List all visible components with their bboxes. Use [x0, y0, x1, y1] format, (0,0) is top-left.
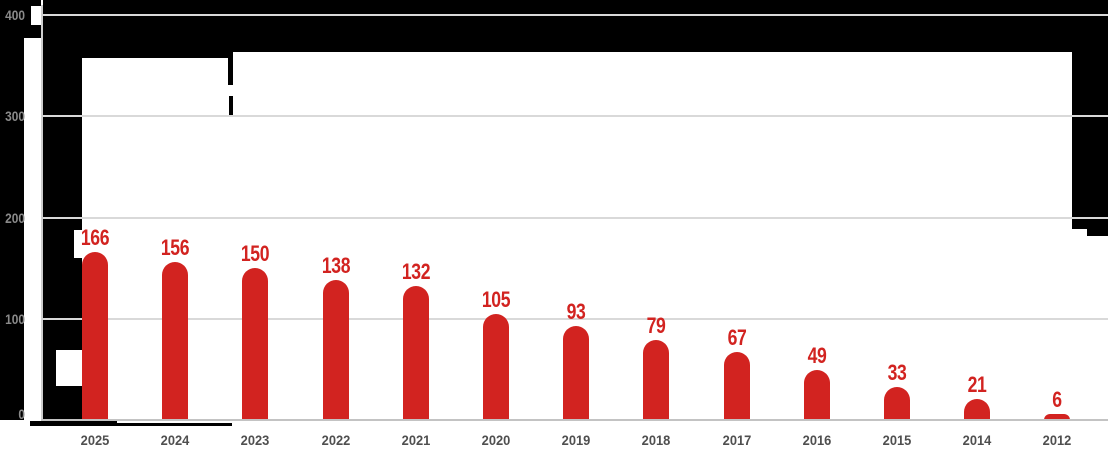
gridline [42, 14, 1108, 16]
bar [242, 268, 269, 420]
bar [803, 370, 830, 420]
x-category-label: 2024 [160, 432, 190, 448]
redaction-box [229, 96, 233, 115]
y-tick-label: 100 [5, 310, 25, 327]
bar [402, 286, 429, 420]
bar [82, 252, 108, 420]
bar-value-label: 93 [566, 299, 586, 324]
y-tick-label: 200 [5, 209, 25, 226]
bar [1044, 414, 1071, 420]
x-axis-line [41, 419, 1108, 421]
bar-value-label: 79 [646, 313, 666, 338]
bar [643, 340, 670, 420]
bar-value-label: 49 [807, 343, 827, 368]
redaction-box [1087, 229, 1108, 236]
bar [322, 280, 349, 420]
x-category-label: 2019 [561, 432, 591, 448]
redaction-box [228, 52, 233, 85]
redaction-box [1072, 52, 1108, 229]
bar-value-label: 33 [887, 360, 907, 385]
x-category-label: 2023 [241, 432, 270, 448]
bar [483, 314, 509, 420]
bar [964, 399, 991, 420]
redaction-box [223, 423, 232, 426]
y-axis-line [41, 5, 43, 421]
x-category-label: 2025 [80, 432, 110, 448]
bar [723, 352, 750, 420]
y-tick-label: 400 [5, 7, 25, 23]
bar [563, 326, 590, 420]
y-tick-label: 300 [5, 108, 25, 125]
x-category-label: 2018 [642, 432, 671, 448]
bar [884, 387, 910, 420]
bar-value-label: 67 [727, 325, 746, 350]
redaction-box [117, 423, 223, 426]
bar-value-label: 150 [241, 241, 270, 266]
x-category-label: 2014 [962, 432, 992, 448]
x-category-label: 2016 [802, 432, 832, 448]
white-patch [31, 6, 41, 25]
bar-value-label: 132 [401, 259, 431, 284]
redaction-box [30, 421, 117, 426]
bar-value-label: 166 [80, 225, 110, 250]
x-category-label: 2020 [481, 432, 511, 448]
x-category-label: 2015 [882, 432, 912, 448]
y-tick-label: 0 [18, 406, 25, 422]
gridline [42, 115, 1108, 118]
gridline [42, 216, 1108, 219]
redaction-box [0, 0, 24, 420]
bar [162, 262, 189, 420]
bar-value-label: 6 [1052, 387, 1063, 412]
white-patch [56, 350, 82, 386]
bar-value-label: 138 [321, 253, 351, 278]
x-category-label: 2021 [401, 432, 431, 448]
x-category-label: 2017 [722, 432, 751, 448]
x-category-label: 2022 [321, 432, 350, 448]
bar-value-label: 156 [161, 235, 190, 260]
x-category-label: 2012 [1043, 432, 1072, 448]
bar-value-label: 21 [967, 372, 987, 397]
bar-value-label: 105 [481, 287, 511, 312]
gridline [42, 317, 1108, 320]
